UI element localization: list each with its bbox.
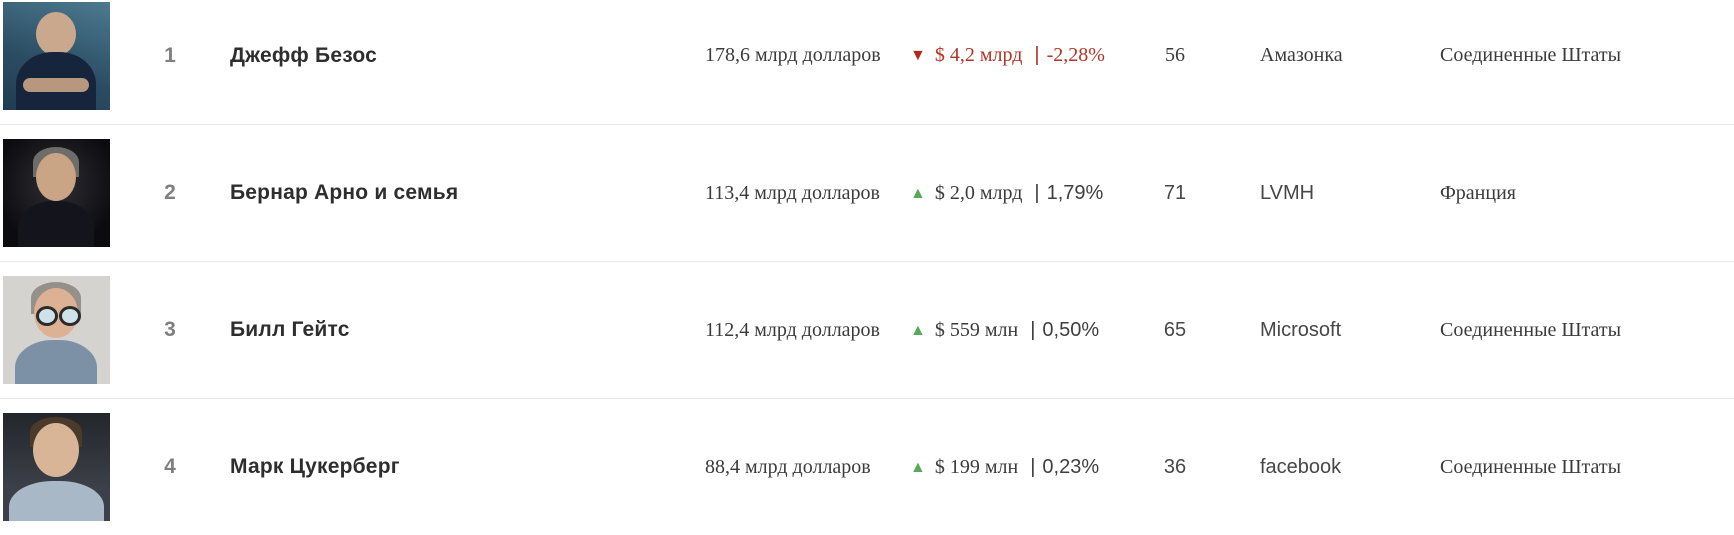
age: 56 [1165, 44, 1185, 66]
age: 71 [1163, 181, 1187, 204]
person-name[interactable]: Марк Цукерберг [230, 455, 400, 478]
change-percent: 0,50% [1042, 318, 1100, 341]
net-worth: 112,4 млрд долларов [705, 318, 880, 341]
country: Франция [1440, 181, 1516, 204]
rank-number: 4 [164, 455, 176, 478]
list-item[interactable]: 3 Билл Гейтс 112,4 млрд долларов ▲ $ 559 … [0, 261, 1734, 398]
change-amount: $ 199 млн [934, 455, 1019, 478]
company: Амазонка [1260, 44, 1343, 66]
rank-number: 3 [164, 318, 176, 341]
company: facebook [1260, 455, 1342, 478]
rank-number: 1 [164, 43, 176, 67]
change-percent: 0,23% [1042, 455, 1100, 478]
list-item[interactable]: 1 Джефф Безос 178,6 млрд долларов ▼ $ 4,2… [0, 0, 1734, 124]
country: Соединенные Штаты [1440, 318, 1622, 341]
change-amount: $ 4,2 млрд [934, 44, 1023, 66]
change-amount: $ 2,0 млрд [934, 181, 1023, 204]
change-percent: 1,79% [1046, 181, 1104, 204]
change-separator: | [1030, 318, 1036, 341]
change-separator: | [1034, 44, 1040, 66]
change-separator: | [1030, 455, 1036, 478]
net-worth-change: ▲ $ 2,0 млрд | 1,79% [910, 182, 1135, 205]
country: Соединенные Штаты [1440, 455, 1622, 478]
age: 36 [1163, 455, 1187, 478]
change-up-icon: ▲ [910, 184, 926, 202]
net-worth: 113,4 млрд долларов [705, 181, 880, 204]
net-worth-change: ▲ $ 199 млн | 0,23% [910, 456, 1135, 479]
person-name[interactable]: Билл Гейтс [230, 318, 350, 341]
age: 65 [1163, 318, 1187, 341]
change-up-icon: ▲ [910, 458, 926, 476]
country: Соединенные Штаты [1440, 44, 1622, 66]
person-name[interactable]: Бернар Арно и семья [230, 181, 459, 204]
portrait-jeff-bezos[interactable] [3, 1, 110, 110]
company: Microsoft [1260, 318, 1342, 341]
portrait-bernard-arnault[interactable] [3, 139, 110, 247]
portrait-mark-zuckerberg[interactable] [3, 413, 110, 521]
company: LVMH [1260, 181, 1315, 204]
net-worth: 88,4 млрд долларов [705, 455, 871, 478]
person-name[interactable]: Джефф Безос [230, 43, 377, 67]
portrait-bill-gates[interactable] [3, 276, 110, 384]
list-item[interactable]: 2 Бернар Арно и семья 113,4 млрд долларо… [0, 124, 1734, 261]
change-percent: -2,28% [1046, 44, 1105, 66]
change-separator: | [1034, 181, 1040, 204]
list-item[interactable]: 4 Марк Цукерберг 88,4 млрд долларов ▲ $ 1… [0, 398, 1734, 535]
change-amount: $ 559 млн [934, 318, 1019, 341]
net-worth-change: ▼ $ 4,2 млрд | -2,28% [910, 44, 1135, 67]
change-down-icon: ▼ [910, 47, 926, 64]
net-worth: 178,6 млрд долларов [705, 44, 881, 66]
rank-number: 2 [164, 181, 176, 204]
change-up-icon: ▲ [910, 321, 926, 339]
net-worth-change: ▲ $ 559 млн | 0,50% [910, 319, 1135, 342]
